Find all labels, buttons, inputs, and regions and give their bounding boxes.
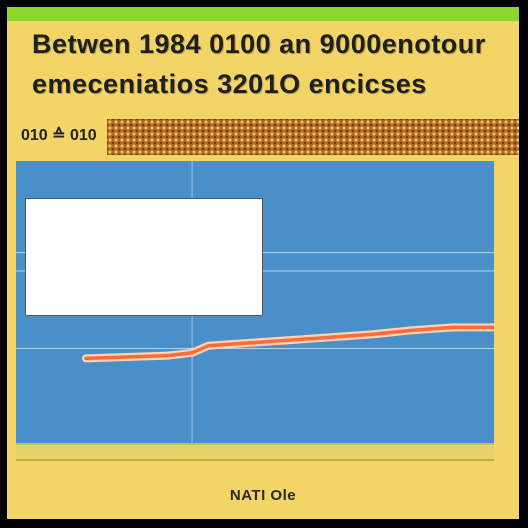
series-point-0-5 xyxy=(248,342,250,344)
x-axis-bar xyxy=(16,443,494,461)
series-point-0-6 xyxy=(289,339,291,341)
subtitle-row: 010 ≙ 010 xyxy=(7,115,519,157)
series-point-0-10 xyxy=(452,326,455,329)
series-line-0 xyxy=(84,325,494,361)
series-point-0-2 xyxy=(166,354,169,357)
series-point-0-1 xyxy=(126,356,128,358)
series-point-0-3 xyxy=(191,351,193,354)
top-accent-strip xyxy=(7,7,519,21)
series-line-glow-0 xyxy=(82,323,494,363)
footer-label: NATI Ole xyxy=(229,487,297,504)
chart-title-line-2: emeceniatios 3201O encicses xyxy=(32,69,427,99)
annotation-box xyxy=(25,198,263,316)
series-point-0-0 xyxy=(85,357,87,360)
series-point-0-8 xyxy=(370,333,373,336)
series-point-0-11 xyxy=(493,326,494,329)
series-point-0-9 xyxy=(411,329,414,331)
chart-title-line-1: Betwen 1984 0100 an 9000enotour xyxy=(32,29,486,59)
textured-band xyxy=(107,119,519,155)
chart-subtitle: 010 ≙ 010 xyxy=(21,127,97,144)
series-point-0-4 xyxy=(207,344,210,347)
series-point-0-7 xyxy=(330,336,332,339)
chart-panel: Betwen 1984 0100 an 9000enotour emecenia… xyxy=(7,7,519,519)
